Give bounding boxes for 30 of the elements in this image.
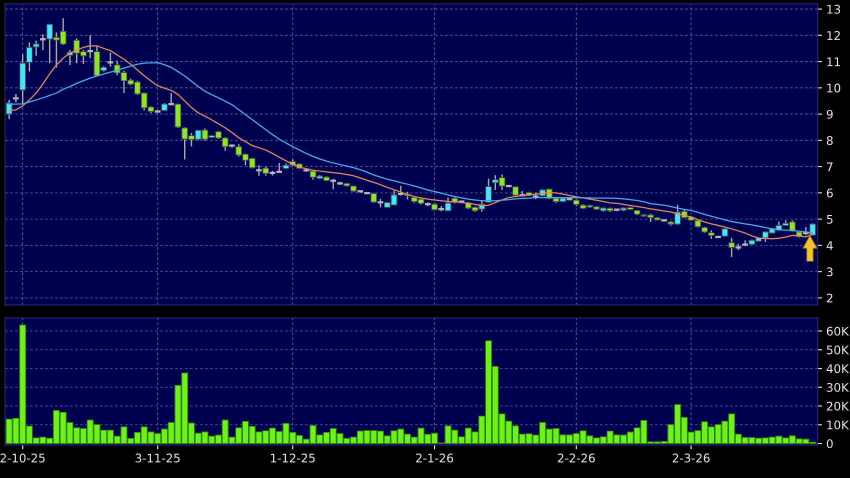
candlestick xyxy=(255,164,263,176)
y-tick-label: 50K xyxy=(826,345,850,354)
candlestick xyxy=(329,178,338,190)
y-tick-label: 0 xyxy=(826,439,833,448)
candlestick xyxy=(485,178,492,204)
y-tick-label: 30K xyxy=(826,382,850,392)
y-tick-label: 12 xyxy=(827,31,840,40)
y-tick-label: 8 xyxy=(826,136,833,145)
y-tick-label: 6 xyxy=(826,188,833,198)
y-tick-label: 20K xyxy=(826,402,850,411)
y-tick-label: 7 xyxy=(827,162,833,172)
y-tick-label: 60K xyxy=(826,326,850,336)
candlestick xyxy=(106,52,114,68)
x-tick-label: 3-11-25 xyxy=(136,454,180,462)
y-tick-label: 9 xyxy=(826,110,833,119)
y-tick-label: 2 xyxy=(826,294,832,302)
y-tick-label: 13 xyxy=(827,4,840,14)
y-tick-label: 10 xyxy=(827,84,840,92)
candlestick xyxy=(38,34,47,51)
y-tick-label: 40K xyxy=(826,364,850,374)
y-tick-label: 11 xyxy=(827,57,840,66)
y-tick-label: 4 xyxy=(826,241,833,250)
x-tick-label: 2-3-26 xyxy=(672,454,710,462)
x-tick-label: 2-2-26 xyxy=(558,454,595,462)
y-tick-label: 5 xyxy=(826,214,833,224)
y-tick-label: 3 xyxy=(826,267,833,276)
y-tick-label: 10K xyxy=(827,420,850,430)
x-tick-label: 2-1-26 xyxy=(416,454,454,462)
x-tick-label: 1-12-25 xyxy=(270,454,315,462)
x-tick-label: 2-10-25 xyxy=(0,454,45,462)
